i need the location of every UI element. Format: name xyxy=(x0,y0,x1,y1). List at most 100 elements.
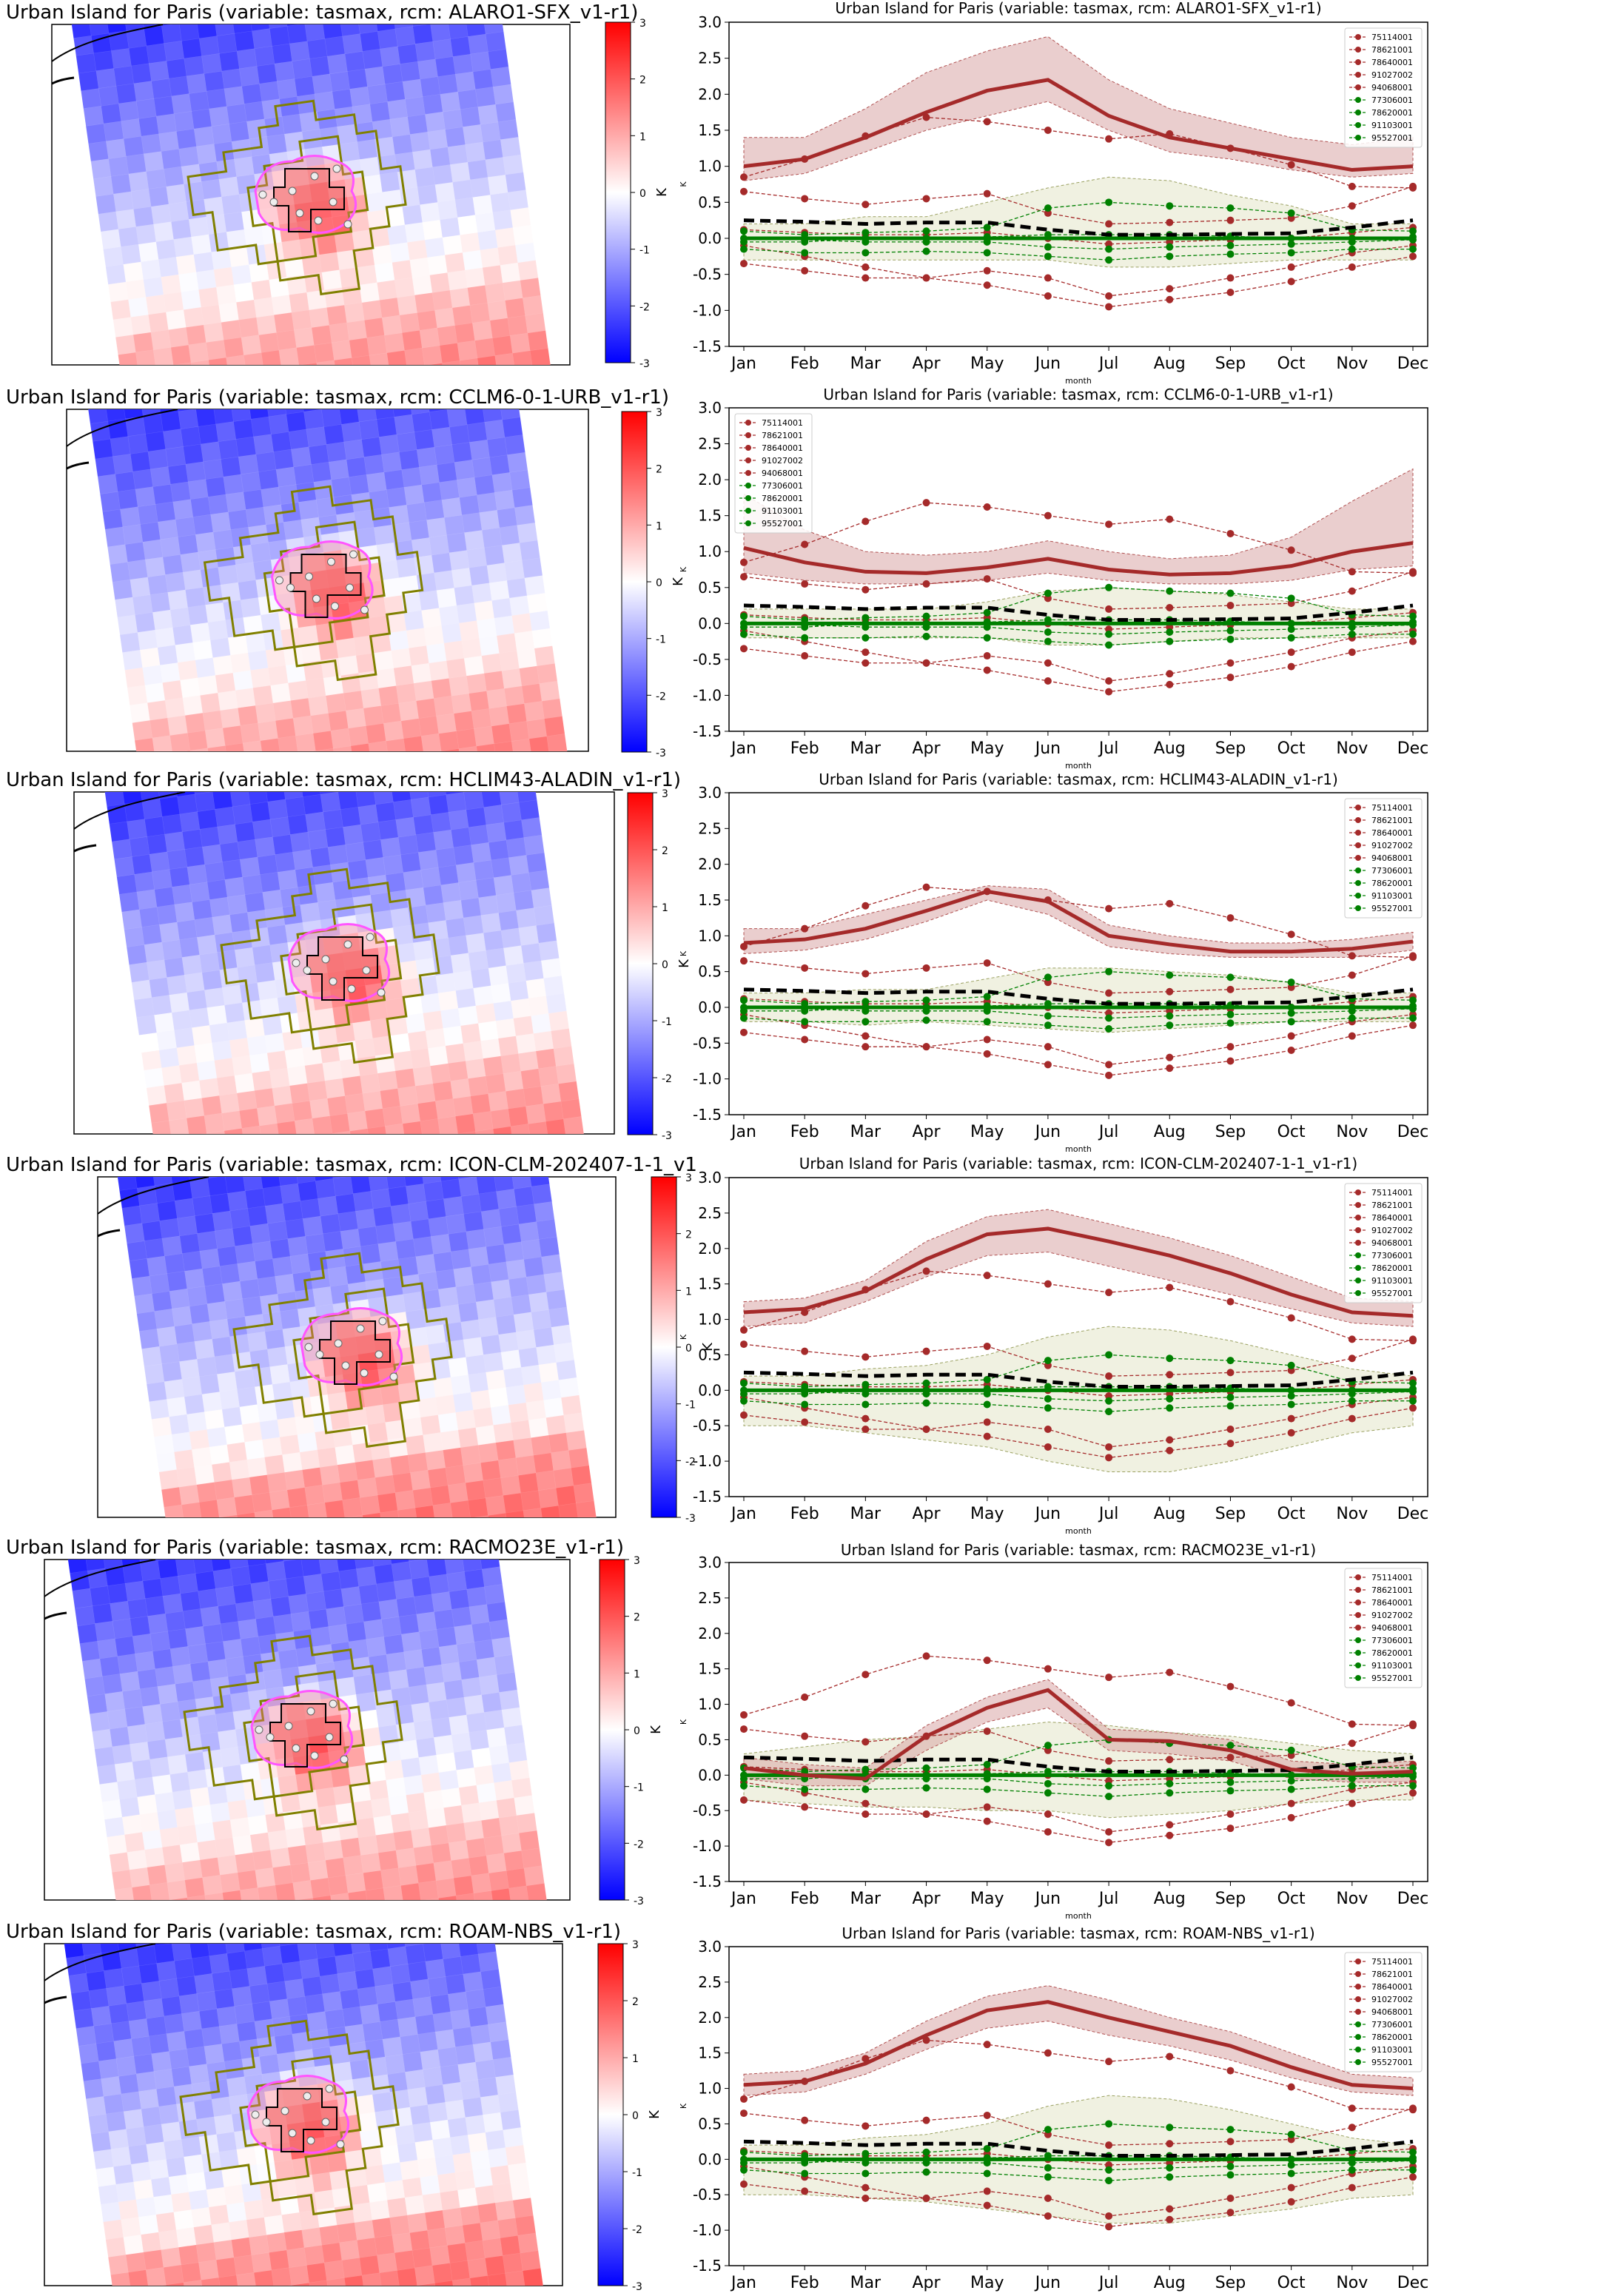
map-title: Urban Island for Paris (variable: tasmax… xyxy=(6,1,638,24)
station-marker xyxy=(378,1317,387,1326)
station-point-75114001 xyxy=(862,517,870,526)
legend xyxy=(734,413,813,534)
station-point-95527001 xyxy=(1105,1782,1113,1790)
station-line-94068001 xyxy=(743,245,1414,308)
station-point-94068001 xyxy=(1287,1813,1295,1822)
station-point-78621001 xyxy=(862,1353,870,1361)
station-point-91103001 xyxy=(922,247,930,255)
station-point-94068001 xyxy=(1409,2173,1417,2181)
x-tick-label: Jun xyxy=(1034,355,1061,373)
station-point-91027002 xyxy=(1287,1032,1295,1040)
station-point-75114001 xyxy=(922,883,930,891)
station-point-94068001 xyxy=(862,648,870,657)
station-marker xyxy=(275,576,283,585)
y-tick-label: 1.5 xyxy=(698,1275,722,1293)
x-tick-label: Jan xyxy=(730,739,756,758)
station-marker xyxy=(346,583,354,592)
station-point-78621001 xyxy=(1348,1739,1356,1748)
station-point-78621001 xyxy=(801,580,809,588)
x-axis-label: month xyxy=(1065,1144,1092,1154)
station-line-95527001 xyxy=(743,1774,1414,1787)
x-tick-label: Jul xyxy=(1098,1505,1119,1523)
station-point-75114001 xyxy=(922,499,930,507)
y-tick-label: 1.0 xyxy=(698,2080,722,2098)
station-point-91103001 xyxy=(1226,635,1235,643)
station-point-91103001 xyxy=(1166,637,1174,645)
station-point-75114001 xyxy=(1348,1720,1356,1728)
station-marker xyxy=(288,2129,297,2138)
y-axis-label: K xyxy=(679,2103,688,2109)
station-point-75114001 xyxy=(922,2036,930,2044)
station-point-77306001 xyxy=(1226,1742,1235,1750)
station-line-75114001 xyxy=(743,1655,1414,1726)
station-point-94068001 xyxy=(1226,1825,1235,1833)
station-point-91103001 xyxy=(740,1014,748,1022)
x-tick-label: Jun xyxy=(1034,1123,1061,1141)
chart-title: Urban Island for Paris (variable: tasmax… xyxy=(842,1924,1314,1942)
station-point-75114001 xyxy=(1287,2083,1295,2091)
station-point-91103001 xyxy=(1226,2171,1235,2179)
y-tick-label: -1.0 xyxy=(693,301,722,319)
x-axis-label: month xyxy=(1065,1911,1092,1921)
y-tick-label: 2.0 xyxy=(698,85,722,103)
station-point-91103001 xyxy=(1287,634,1295,642)
colorbar-tick-label: 0 xyxy=(685,1343,692,1355)
station-point-94068001 xyxy=(1348,648,1356,657)
station-point-94068001 xyxy=(1105,688,1113,696)
x-tick-label: Nov xyxy=(1336,1505,1368,1523)
station-point-75114001 xyxy=(922,113,930,121)
station-point-94068001 xyxy=(862,1799,870,1807)
chart-panel: -1.5 -1.0 -0.5 0.0 0.5 1.0 1.5 2.0 2.5 3.0 Jan Feb M… xyxy=(679,771,1428,1154)
y-tick-label: -1.0 xyxy=(693,2221,722,2239)
colorbar-tick-label: 2 xyxy=(634,1612,640,1624)
legend-marker xyxy=(745,495,751,501)
legend-marker xyxy=(1355,1984,1361,1990)
station-point-91103001 xyxy=(862,2169,870,2178)
urban-model-band xyxy=(743,1209,1414,1327)
station-line-91027002 xyxy=(743,1397,1414,1448)
station-point-95527001 xyxy=(1166,243,1174,251)
station-point-77306001 xyxy=(1287,1746,1295,1754)
y-tick-label: 0.5 xyxy=(698,193,722,211)
station-point-94068001 xyxy=(1287,1047,1295,1054)
station-point-91103001 xyxy=(1409,2166,1417,2174)
station-line-77306001 xyxy=(743,1354,1414,1388)
legend-marker xyxy=(1355,2047,1361,2052)
y-axis-label: K xyxy=(679,1334,688,1340)
station-point-77306001 xyxy=(740,227,748,235)
station-point-91027002 xyxy=(1044,659,1052,667)
legend-label: 94068001 xyxy=(1371,1623,1413,1633)
legend-label: 78620001 xyxy=(1371,2033,1413,2042)
legend-marker xyxy=(745,470,751,476)
station-point-91027002 xyxy=(740,2180,748,2188)
station-point-75114001 xyxy=(1226,1298,1235,1306)
x-tick-label: Oct xyxy=(1277,1123,1306,1141)
station-marker xyxy=(281,2107,289,2115)
x-tick-label: Jan xyxy=(730,2274,756,2292)
station-point-95527001 xyxy=(1226,1778,1235,1786)
y-tick-label: 0.5 xyxy=(698,579,722,597)
legend-label: 94068001 xyxy=(1371,1238,1413,1248)
y-tick-label: -1.5 xyxy=(693,1106,722,1124)
legend-marker xyxy=(1355,34,1361,40)
station-point-78621001 xyxy=(983,959,991,967)
station-point-77306001 xyxy=(1105,198,1113,207)
legend-marker xyxy=(1355,1958,1361,1964)
legend-marker xyxy=(1355,1265,1361,1271)
legend-marker xyxy=(745,432,751,438)
station-point-94068001 xyxy=(862,2183,870,2192)
station-point-91027002 xyxy=(1166,285,1174,293)
station-point-91027002 xyxy=(1166,1821,1174,1829)
x-tick-label: Feb xyxy=(790,739,819,758)
y-tick-label: -1.0 xyxy=(693,1837,722,1855)
x-tick-label: Apr xyxy=(913,355,941,373)
station-line-77306001 xyxy=(743,1739,1414,1773)
station-point-78621001 xyxy=(922,2116,930,2124)
station-point-95527001 xyxy=(1105,1397,1113,1405)
urban-region-outline xyxy=(292,1287,415,1415)
colorbar-tick-label: -1 xyxy=(685,1400,696,1411)
station-point-78621001 xyxy=(1226,602,1235,610)
y-tick-label: -0.5 xyxy=(693,266,722,283)
station-line-91103001 xyxy=(743,634,1413,646)
station-point-91103001 xyxy=(1409,245,1417,253)
